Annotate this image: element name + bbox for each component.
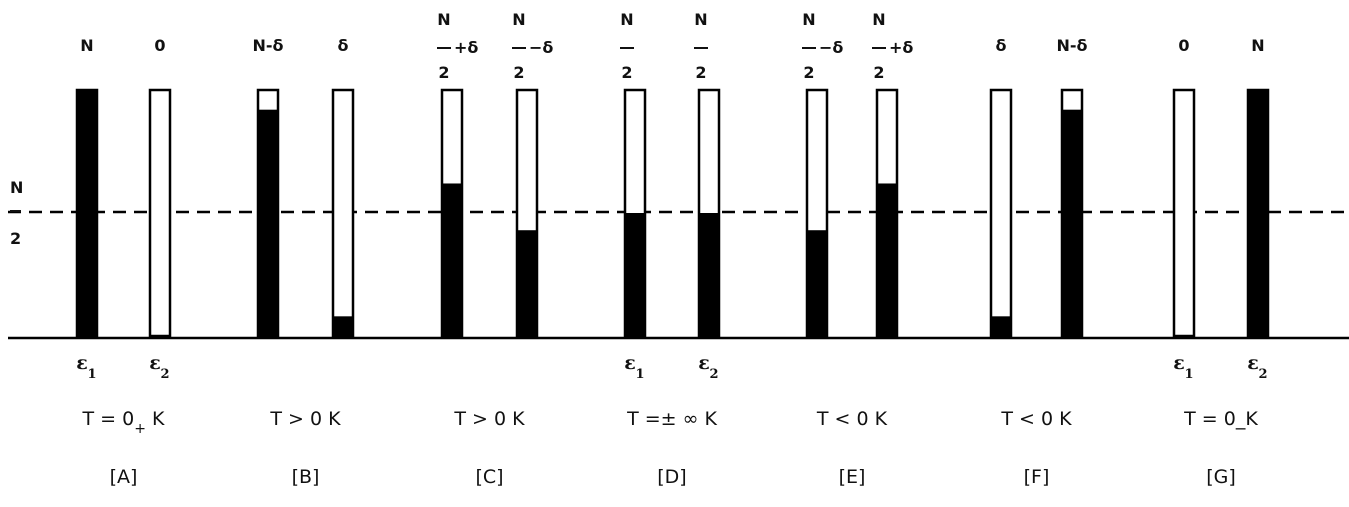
case-label: [B] bbox=[292, 466, 320, 488]
level-bar-fill bbox=[258, 109, 278, 337]
bar-top-label: δ bbox=[338, 36, 349, 55]
energy-level-subscript: 2 bbox=[160, 367, 169, 382]
bar-label-suffix: −δ bbox=[529, 38, 553, 57]
bar-label-numerator: N bbox=[802, 10, 815, 29]
level-bar-fill bbox=[991, 316, 1011, 336]
level-bar-fill bbox=[77, 90, 97, 336]
bar-top-label: 0 bbox=[1178, 36, 1189, 55]
temperature-label: T > 0 K bbox=[269, 408, 341, 430]
case-label: [E] bbox=[839, 466, 866, 488]
level-bar-fill bbox=[877, 183, 897, 336]
energy-level-epsilon: ε bbox=[624, 352, 636, 374]
temperature-label: T < 0 K bbox=[1000, 408, 1072, 430]
bar-top-label: 0 bbox=[154, 36, 165, 55]
temperature-label: T =± ∞ K bbox=[626, 408, 717, 430]
energy-level-subscript: 1 bbox=[87, 367, 96, 382]
bar-label-suffix: +δ bbox=[889, 38, 913, 57]
case-label: [G] bbox=[1206, 466, 1236, 488]
level-bar-fill bbox=[517, 230, 537, 336]
axis-label-denominator: 2 bbox=[10, 229, 21, 248]
case-label: [F] bbox=[1024, 466, 1050, 488]
bar-top-label: N-δ bbox=[1056, 36, 1087, 55]
energy-level-subscript: 1 bbox=[635, 367, 644, 382]
column-b: N-δ δ T > 0 K [B] bbox=[252, 36, 355, 488]
column-e: N2−δN2+δT < 0 K[E] bbox=[802, 10, 913, 488]
bar-label-denominator: 2 bbox=[513, 63, 524, 82]
level-bar-fill bbox=[699, 213, 719, 336]
bar-label-numerator: N bbox=[620, 10, 633, 29]
level-bar-fill bbox=[1248, 90, 1268, 336]
case-label: [D] bbox=[657, 466, 686, 488]
energy-level-subscript: 2 bbox=[709, 367, 718, 382]
bar-label-numerator: N bbox=[694, 10, 707, 29]
axis-label-n-over-2: N 2 bbox=[10, 178, 23, 248]
bar-label-numerator: N bbox=[437, 10, 450, 29]
temperature-label: T > 0 K bbox=[453, 408, 525, 430]
bar-label-denominator: 2 bbox=[695, 63, 706, 82]
bar-label-denominator: 2 bbox=[803, 63, 814, 82]
bar-top-label: N bbox=[80, 36, 93, 55]
level-bar-outline bbox=[148, 88, 172, 338]
case-label: [A] bbox=[110, 466, 138, 488]
case-label: [C] bbox=[475, 466, 503, 488]
level-bar-fill bbox=[442, 183, 462, 336]
level-bar-outline bbox=[331, 88, 355, 338]
level-bar-fill bbox=[625, 213, 645, 336]
bar-top-label: δ bbox=[996, 36, 1007, 55]
energy-level-epsilon: ε bbox=[698, 352, 710, 374]
bar-label-denominator: 2 bbox=[621, 63, 632, 82]
temperature-label: T < 0 K bbox=[816, 408, 888, 430]
bar-top-label: N-δ bbox=[252, 36, 283, 55]
column-f: δ N-δ T < 0 K [F] bbox=[989, 36, 1088, 488]
bar-top-label: N bbox=[1251, 36, 1264, 55]
bar-label-suffix: −δ bbox=[819, 38, 843, 57]
energy-level-epsilon: ε bbox=[149, 352, 161, 374]
bar-label-suffix: +δ bbox=[454, 38, 478, 57]
level-bar-outline bbox=[1172, 88, 1196, 338]
energy-level-subscript: 2 bbox=[1258, 367, 1267, 382]
level-bar-fill bbox=[1062, 109, 1082, 337]
level-bar-fill bbox=[333, 316, 353, 336]
energy-level-subscript: 1 bbox=[1184, 367, 1193, 382]
bar-label-numerator: N bbox=[512, 10, 525, 29]
level-bar-outline bbox=[989, 88, 1013, 338]
axis-label-numerator: N bbox=[10, 178, 23, 197]
temperature-label: T = 0+ K bbox=[82, 408, 165, 437]
temperature-label: T = 0_K bbox=[1183, 408, 1258, 430]
column-c: N2+δN2−δT > 0 K[C] bbox=[437, 10, 553, 488]
energy-level-epsilon: ε bbox=[1173, 352, 1185, 374]
bar-label-denominator: 2 bbox=[873, 63, 884, 82]
bar-label-numerator: N bbox=[872, 10, 885, 29]
energy-level-epsilon: ε bbox=[1247, 352, 1259, 374]
bar-label-denominator: 2 bbox=[438, 63, 449, 82]
energy-level-epsilon: ε bbox=[76, 352, 88, 374]
level-bar-fill bbox=[807, 230, 827, 336]
